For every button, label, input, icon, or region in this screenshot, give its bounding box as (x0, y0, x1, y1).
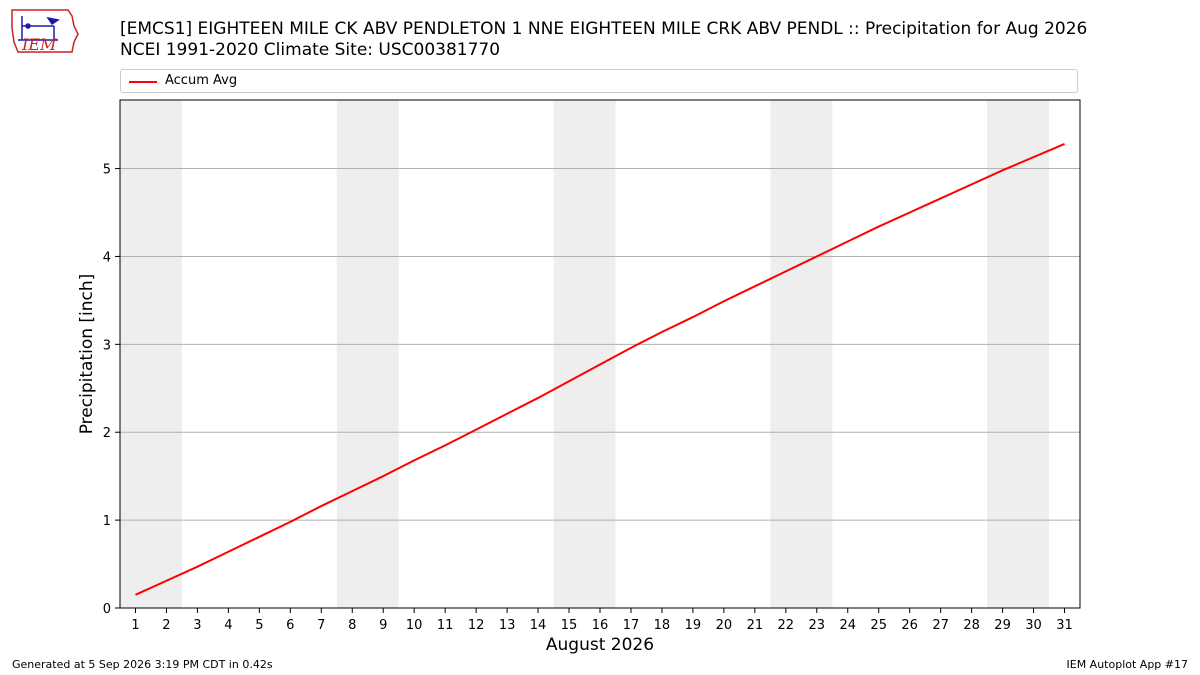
x-tick-label-21: 21 (747, 618, 764, 633)
x-tick-label-15: 15 (561, 618, 578, 633)
title-line-2: NCEI 1991-2020 Climate Site: USC00381770 (120, 40, 501, 60)
x-tick-label-12: 12 (468, 618, 485, 633)
app-label: IEM Autoplot App #17 (1066, 658, 1189, 671)
x-tick-label-31: 31 (1056, 618, 1073, 633)
weekend-band-5 (987, 100, 1050, 608)
iem-logo: IEM (11, 9, 79, 54)
x-tick-label-6: 6 (286, 618, 294, 633)
x-tick-label-25: 25 (870, 618, 887, 633)
x-tick-label-1: 1 (131, 618, 139, 633)
legend-swatch-accum-avg (129, 81, 157, 83)
generated-timestamp: Generated at 5 Sep 2026 3:19 PM CDT in 0… (12, 658, 273, 671)
x-tick-label-20: 20 (716, 618, 733, 633)
x-tick-label-27: 27 (932, 618, 949, 633)
x-tick-label-17: 17 (623, 618, 640, 633)
x-tick-label-30: 30 (1025, 618, 1042, 633)
x-tick-label-18: 18 (654, 618, 671, 633)
y-tick-label-2: 2 (103, 426, 111, 441)
legend-label-accum-avg: Accum Avg (165, 73, 238, 88)
x-tick-label-13: 13 (499, 618, 516, 633)
x-tick-label-4: 4 (224, 618, 232, 633)
x-tick-label-16: 16 (592, 618, 609, 633)
weekend-band-3 (553, 100, 616, 608)
x-tick-label-19: 19 (685, 618, 702, 633)
x-tick-label-11: 11 (437, 618, 454, 633)
y-axis: 0 1 2 3 4 5 (103, 163, 120, 617)
y-tick-label-0: 0 (103, 602, 111, 617)
x-tick-label-2: 2 (162, 618, 170, 633)
y-axis-label: Precipitation [inch] (77, 274, 97, 435)
y-tick-label-5: 5 (103, 163, 111, 178)
x-tick-label-24: 24 (839, 618, 856, 633)
weekend-band-1 (120, 100, 182, 608)
series-layer (135, 143, 1065, 596)
grid-lines (120, 168, 1080, 521)
x-tick-label-5: 5 (255, 618, 263, 633)
x-tick-label-10: 10 (406, 618, 423, 633)
y-tick-label-4: 4 (103, 250, 111, 265)
x-tick-label-23: 23 (809, 618, 826, 633)
logo-text: IEM (21, 35, 57, 54)
y-tick-label-1: 1 (103, 514, 111, 529)
x-axis-label: August 2026 (546, 635, 654, 655)
y-tick-label-3: 3 (103, 338, 111, 353)
x-tick-label-3: 3 (193, 618, 201, 633)
x-tick-label-8: 8 (348, 618, 356, 633)
x-tick-label-26: 26 (901, 618, 918, 633)
weekend-bands (120, 100, 1050, 608)
weekend-band-4 (770, 100, 833, 608)
title-line-1: [EMCS1] EIGHTEEN MILE CK ABV PENDLETON 1… (120, 19, 1088, 39)
x-tick-label-7: 7 (317, 618, 325, 633)
x-tick-label-28: 28 (963, 618, 980, 633)
weekend-band-2 (336, 100, 399, 608)
legend: Accum Avg (120, 69, 1078, 93)
x-tick-label-14: 14 (530, 618, 547, 633)
logo-state-outline (11, 9, 79, 53)
x-tick-label-29: 29 (994, 618, 1011, 633)
weather-station-icon (18, 16, 60, 41)
x-tick-label-22: 22 (778, 618, 795, 633)
x-tick-label-9: 9 (379, 618, 387, 633)
chart-title: [EMCS1] EIGHTEEN MILE CK ABV PENDLETON 1… (120, 19, 1087, 61)
x-axis: 1 2 3 4 5 6 7 8 9 10 11 12 13 14 15 16 17 18 19 20 21 22 23 24 2… (131, 608, 1073, 633)
